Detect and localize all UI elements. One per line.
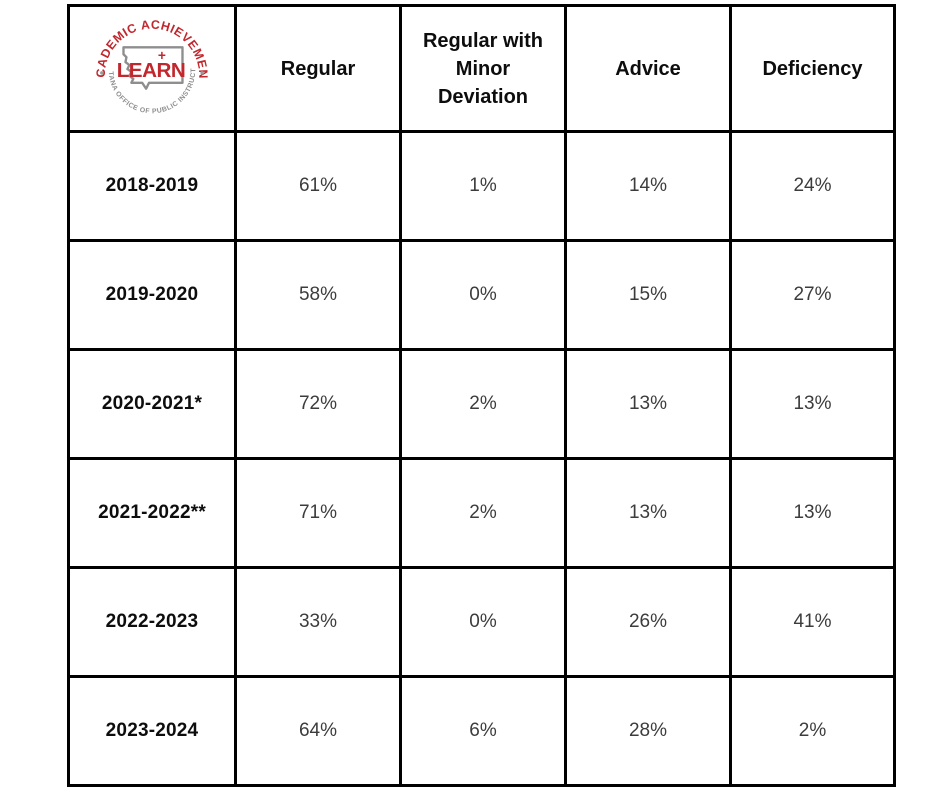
table-row: 2020-2021* 72% 2% 13% 13%	[67, 348, 896, 460]
logo-right-dot	[200, 70, 204, 75]
cell-value: 13%	[564, 457, 732, 569]
header-row: ACADEMIC ACHIEVEMENT LEARN + MONTANA OFF…	[67, 4, 896, 133]
cell-value: 13%	[729, 457, 896, 569]
cell-value: 2%	[399, 348, 567, 460]
cell-value: 72%	[234, 348, 402, 460]
cell-value: 71%	[234, 457, 402, 569]
logo-wordmark: LEARN	[117, 58, 186, 81]
table-row: 2023-2024 64% 6% 28% 2%	[67, 675, 896, 787]
column-header-regular: Regular	[234, 4, 402, 133]
cell-value: 64%	[234, 675, 402, 787]
cell-value: 27%	[729, 239, 896, 351]
cell-value: 14%	[564, 130, 732, 242]
table-row: 2021-2022** 71% 2% 13% 13%	[67, 457, 896, 569]
cell-value: 1%	[399, 130, 567, 242]
table-row: 2018-2019 61% 1% 14% 24%	[67, 130, 896, 242]
column-header-advice: Advice	[564, 4, 732, 133]
column-header-regular-minor-deviation: Regular with Minor Deviation	[399, 4, 567, 133]
cell-value: 28%	[564, 675, 732, 787]
cross-icon: +	[158, 48, 166, 63]
cell-value: 33%	[234, 566, 402, 678]
cell-value: 61%	[234, 130, 402, 242]
column-header-deficiency: Deficiency	[729, 4, 896, 133]
row-label-2020-2021: 2020-2021*	[67, 348, 237, 460]
row-label-2021-2022: 2021-2022**	[67, 457, 237, 569]
logo-cell: ACADEMIC ACHIEVEMENT LEARN + MONTANA OFF…	[67, 4, 237, 133]
row-label-2023-2024: 2023-2024	[67, 675, 237, 787]
row-label-2022-2023: 2022-2023	[67, 566, 237, 678]
table-row: 2022-2023 33% 0% 26% 41%	[67, 566, 896, 678]
cell-value: 6%	[399, 675, 567, 787]
cell-value: 24%	[729, 130, 896, 242]
cell-value: 2%	[729, 675, 896, 787]
cell-value: 0%	[399, 566, 567, 678]
cell-value: 41%	[729, 566, 896, 678]
achievement-table-wrap: ACADEMIC ACHIEVEMENT LEARN + MONTANA OFF…	[67, 4, 896, 787]
cell-value: 58%	[234, 239, 402, 351]
cell-value: 13%	[729, 348, 896, 460]
learn-opi-logo-icon: ACADEMIC ACHIEVEMENT LEARN + MONTANA OFF…	[93, 10, 210, 115]
cell-value: 26%	[564, 566, 732, 678]
row-label-2018-2019: 2018-2019	[67, 130, 237, 242]
cell-value: 13%	[564, 348, 732, 460]
cell-value: 15%	[564, 239, 732, 351]
row-label-2019-2020: 2019-2020	[67, 239, 237, 351]
table-row: 2019-2020 58% 0% 15% 27%	[67, 239, 896, 351]
achievement-table: ACADEMIC ACHIEVEMENT LEARN + MONTANA OFF…	[67, 4, 896, 787]
cell-value: 2%	[399, 457, 567, 569]
montana-outline-icon	[122, 45, 184, 90]
cell-value: 0%	[399, 239, 567, 351]
logo-left-dot	[100, 70, 104, 75]
